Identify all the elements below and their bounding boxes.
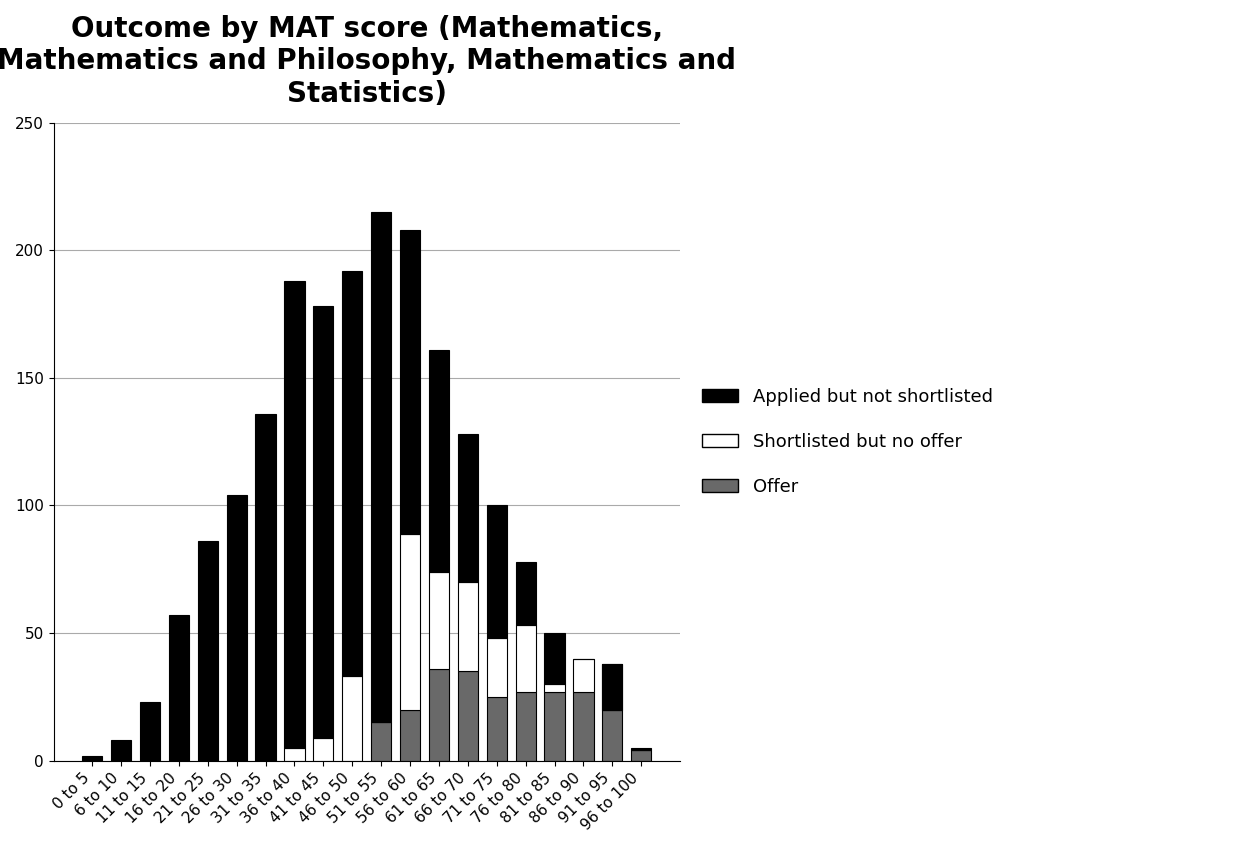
Title: Outcome by MAT score (Mathematics,
Mathematics and Philosophy, Mathematics and
S: Outcome by MAT score (Mathematics, Mathe… — [0, 15, 737, 108]
Bar — [313, 738, 333, 761]
Bar — [428, 572, 450, 669]
Bar — [197, 541, 217, 761]
Bar — [140, 702, 160, 761]
Bar — [515, 626, 535, 692]
Bar — [400, 710, 420, 761]
Bar — [631, 750, 651, 761]
Bar — [371, 212, 391, 722]
Legend: Applied but not shortlisted, Shortlisted but no offer, Offer: Applied but not shortlisted, Shortlisted… — [696, 381, 1000, 503]
Bar — [458, 672, 478, 761]
Bar — [284, 281, 304, 748]
Bar — [602, 664, 622, 710]
Bar — [544, 692, 565, 761]
Bar — [631, 748, 651, 750]
Bar — [256, 414, 276, 761]
Bar — [169, 615, 189, 761]
Bar — [428, 349, 450, 572]
Bar — [487, 697, 507, 761]
Bar — [602, 664, 622, 710]
Bar — [111, 740, 132, 761]
Bar — [458, 582, 478, 672]
Bar — [544, 684, 565, 692]
Bar — [515, 692, 535, 761]
Bar — [602, 710, 622, 761]
Bar — [400, 230, 420, 533]
Bar — [342, 677, 363, 761]
Bar — [544, 633, 565, 684]
Bar — [515, 561, 535, 626]
Bar — [574, 692, 594, 761]
Bar — [428, 669, 450, 761]
Bar — [487, 639, 507, 697]
Bar — [226, 495, 247, 761]
Bar — [342, 271, 363, 677]
Bar — [400, 533, 420, 710]
Bar — [574, 659, 594, 692]
Bar — [371, 722, 391, 761]
Bar — [487, 505, 507, 639]
Bar — [284, 748, 304, 761]
Bar — [458, 434, 478, 582]
Bar — [82, 756, 102, 761]
Bar — [313, 306, 333, 738]
